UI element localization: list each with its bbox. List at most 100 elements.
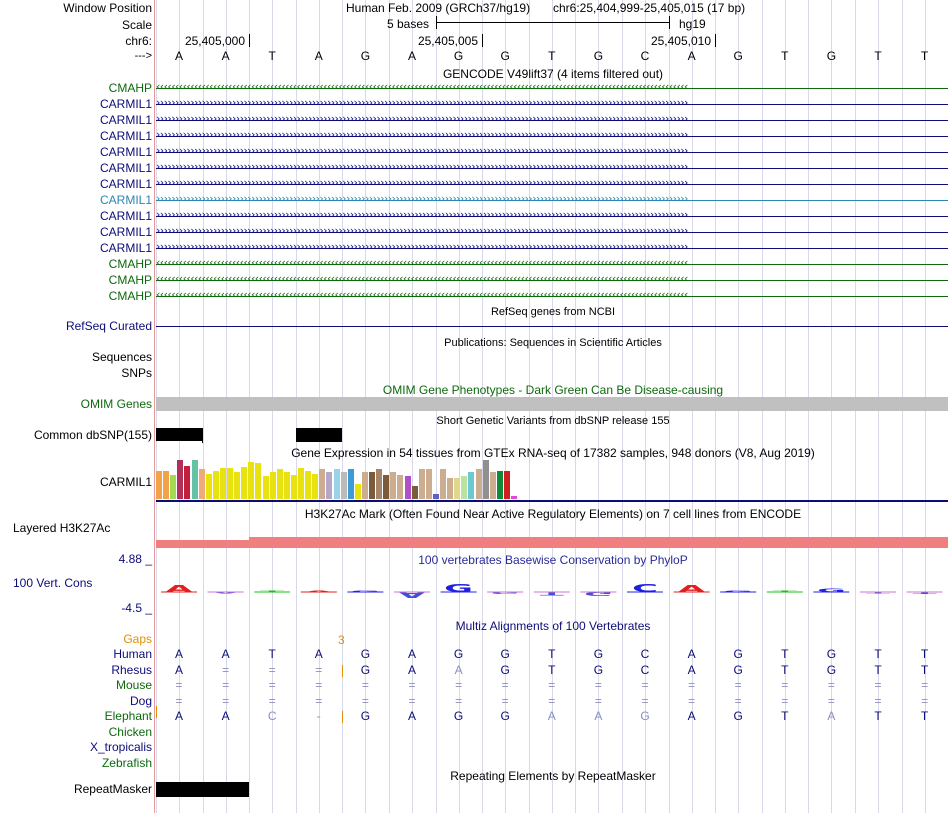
gene-feature[interactable]: ››››››››››››››››››››››››››››››››››››››››… <box>156 241 948 255</box>
gtex-tissue-bar[interactable] <box>468 472 475 499</box>
gtex-tissue-bar[interactable] <box>298 468 304 499</box>
cons-label[interactable]: 100 Vert. Cons <box>13 576 93 590</box>
species-label[interactable]: Chicken <box>108 724 152 739</box>
track-image[interactable]: Human Feb. 2009 (GRCh37/hg19) chr6:25,40… <box>156 0 950 813</box>
species-label[interactable]: Mouse <box>115 678 152 692</box>
gtex-tissue-bar[interactable] <box>340 472 347 499</box>
gene-label[interactable]: CARMIL1 <box>99 225 152 239</box>
gtex-tissue-bar[interactable] <box>262 476 269 499</box>
gtex-tissue-bar[interactable] <box>489 472 496 499</box>
gene-feature[interactable]: ››››››››››››››››››››››››››››››››››››››››… <box>156 209 948 223</box>
gtex-tissue-bar[interactable] <box>496 471 503 499</box>
h3k27ac-signal[interactable] <box>249 537 948 548</box>
gtex-tissue-bar[interactable] <box>454 478 461 499</box>
gtex-tissue-bar[interactable] <box>283 472 290 499</box>
gtex-tissue-bar[interactable] <box>234 472 241 499</box>
species-label[interactable]: Rhesus <box>111 662 152 677</box>
gtex-tissue-bar[interactable] <box>248 462 255 499</box>
gtex-tissue-bar[interactable] <box>319 469 326 499</box>
gene-label[interactable]: CARMIL1 <box>99 193 152 207</box>
gtex-bar-chart[interactable] <box>156 460 556 499</box>
gene-label[interactable]: CMAHP <box>108 257 152 271</box>
gtex-tissue-bar[interactable] <box>219 468 226 499</box>
gtex-tissue-bar[interactable] <box>241 467 248 499</box>
h3k27ac-label[interactable]: Layered H3K27Ac <box>13 521 111 535</box>
repeatmasker-label[interactable]: RepeatMasker <box>73 782 152 796</box>
gtex-tissue-bar[interactable] <box>447 478 454 499</box>
gtex-gene-label[interactable]: CARMIL1 <box>99 475 152 489</box>
dbsnp-feature[interactable] <box>156 428 202 441</box>
gene-feature[interactable]: ‹‹‹‹‹‹‹‹‹‹‹‹‹‹‹‹‹‹‹‹‹‹‹‹‹‹‹‹‹‹‹‹‹‹‹‹‹‹‹‹… <box>156 81 948 95</box>
gene-feature[interactable]: ››››››››››››››››››››››››››››››››››››››››… <box>156 113 948 127</box>
gtex-tissue-bar[interactable] <box>205 474 212 499</box>
repeatmasker-feature[interactable] <box>156 782 249 797</box>
gtex-tissue-bar[interactable] <box>461 476 468 499</box>
strand-label[interactable]: ---> <box>134 50 152 62</box>
gene-feature[interactable]: ››››››››››››››››››››››››››››››››››››››››… <box>156 177 948 191</box>
gtex-tissue-bar[interactable] <box>369 472 375 499</box>
gtex-tissue-bar[interactable] <box>170 475 177 499</box>
gtex-tissue-bar[interactable] <box>276 469 283 499</box>
h3k27ac-signal[interactable] <box>156 540 249 548</box>
gene-feature[interactable]: ‹‹‹‹‹‹‹‹‹‹‹‹‹‹‹‹‹‹‹‹‹‹‹‹‹‹‹‹‹‹‹‹‹‹‹‹‹‹‹‹… <box>156 273 948 287</box>
species-label[interactable]: X_tropicalis <box>89 740 152 754</box>
label-separator[interactable] <box>154 0 155 813</box>
gtex-tissue-bar[interactable] <box>503 471 510 499</box>
gene-label[interactable]: CARMIL1 <box>99 113 152 127</box>
insertion-marker[interactable] <box>342 711 343 723</box>
gene-feature[interactable]: ››››››››››››››››››››››››››››››››››››››››… <box>156 97 948 111</box>
gene-label[interactable]: CARMIL1 <box>99 161 152 175</box>
gtex-tissue-bar[interactable] <box>511 496 517 499</box>
gtex-tissue-bar[interactable] <box>482 460 489 499</box>
omim-label[interactable]: OMIM Genes <box>80 397 152 411</box>
gtex-tissue-bar[interactable] <box>475 469 482 499</box>
gene-label[interactable]: CMAHP <box>108 81 152 95</box>
gtex-tissue-bar[interactable] <box>383 475 390 499</box>
cons-logo[interactable]: A AT A G A G G T G C A G T G T T <box>156 570 950 610</box>
dbsnp-label[interactable]: Common dbSNP(155) <box>33 428 152 442</box>
gene-label[interactable]: CARMIL1 <box>99 177 152 191</box>
gtex-tissue-bar[interactable] <box>184 466 191 499</box>
gene-feature[interactable]: ‹‹‹‹‹‹‹‹‹‹‹‹‹‹‹‹‹‹‹‹‹‹‹‹‹‹‹‹‹‹‹‹‹‹‹‹‹‹‹‹… <box>156 257 948 271</box>
species-label[interactable]: Human <box>113 647 152 661</box>
gtex-tissue-bar[interactable] <box>290 475 297 499</box>
gene-label[interactable]: CMAHP <box>108 289 152 303</box>
gene-label[interactable]: CARMIL1 <box>99 145 152 159</box>
gtex-tissue-bar[interactable] <box>418 469 425 499</box>
gtex-tissue-bar[interactable] <box>333 469 340 499</box>
gene-label[interactable]: CARMIL1 <box>99 209 152 223</box>
gtex-tissue-bar[interactable] <box>191 460 198 499</box>
omim-feature-bar[interactable] <box>156 397 948 411</box>
gtex-tissue-bar[interactable] <box>198 469 205 499</box>
species-label[interactable]: Elephant <box>104 709 152 723</box>
insertion-marker[interactable] <box>342 664 343 677</box>
insertion-marker[interactable] <box>156 706 157 718</box>
gtex-tissue-bar[interactable] <box>177 460 184 499</box>
gtex-tissue-bar[interactable] <box>390 472 397 499</box>
gtex-tissue-bar[interactable] <box>425 469 432 499</box>
gencode-title[interactable]: GENCODE V49lift37 (4 items filtered out) <box>442 67 664 81</box>
gene-feature[interactable]: ‹‹‹‹‹‹‹‹‹‹‹‹‹‹‹‹‹‹‹‹‹‹‹‹‹‹‹‹‹‹‹‹‹‹‹‹‹‹‹‹… <box>156 289 948 303</box>
gene-feature[interactable]: ››››››››››››››››››››››››››››››››››››››››… <box>156 145 948 159</box>
gtex-tissue-bar[interactable] <box>156 471 162 499</box>
gtex-tissue-bar[interactable] <box>227 468 233 499</box>
gtex-tissue-bar[interactable] <box>269 472 276 499</box>
gtex-tissue-bar[interactable] <box>432 494 439 499</box>
gtex-tissue-bar[interactable] <box>326 472 333 499</box>
gtex-tissue-bar[interactable] <box>361 472 368 499</box>
species-label[interactable]: Zebrafish <box>101 755 152 770</box>
gene-label[interactable]: CARMIL1 <box>99 97 152 111</box>
gtex-tissue-bar[interactable] <box>397 475 404 499</box>
gene-label[interactable]: CARMIL1 <box>99 241 152 255</box>
dbsnp-feature[interactable] <box>296 428 342 442</box>
sequences-label[interactable]: Sequences <box>91 350 152 364</box>
species-label[interactable]: Dog <box>129 693 152 708</box>
gtex-tissue-bar[interactable] <box>255 463 262 499</box>
gene-feature[interactable]: ››››››››››››››››››››››››››››››››››››››››… <box>156 193 948 207</box>
snps-label[interactable]: SNPs <box>121 366 152 380</box>
refseq-feature-line[interactable] <box>156 326 948 327</box>
gtex-tissue-bar[interactable] <box>305 471 312 499</box>
gene-label[interactable]: CMAHP <box>108 273 152 287</box>
gene-feature[interactable]: ››››››››››››››››››››››››››››››››››››››››… <box>156 225 948 239</box>
gene-feature[interactable]: ››››››››››››››››››››››››››››››››››››››››… <box>156 129 948 143</box>
